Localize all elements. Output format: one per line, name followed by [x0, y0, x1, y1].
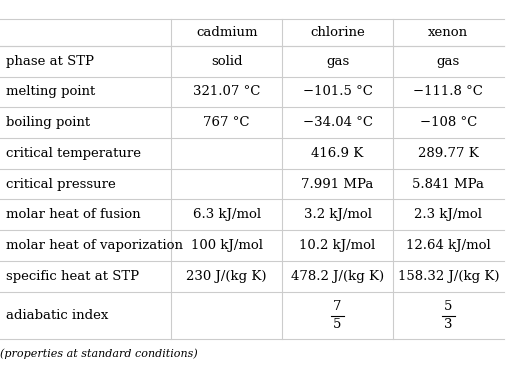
Text: 289.77 K: 289.77 K	[418, 147, 479, 160]
Text: 158.32 J/(kg K): 158.32 J/(kg K)	[398, 270, 499, 283]
Text: 5: 5	[444, 300, 453, 313]
Text: gas: gas	[437, 55, 460, 68]
Text: 416.9 K: 416.9 K	[311, 147, 364, 160]
Text: critical pressure: critical pressure	[6, 178, 116, 190]
Text: cadmium: cadmium	[196, 26, 258, 39]
Text: (properties at standard conditions): (properties at standard conditions)	[0, 349, 198, 359]
Text: −101.5 °C: −101.5 °C	[303, 86, 373, 98]
Text: 478.2 J/(kg K): 478.2 J/(kg K)	[291, 270, 384, 283]
Text: phase at STP: phase at STP	[6, 55, 94, 68]
Text: molar heat of fusion: molar heat of fusion	[6, 209, 141, 221]
Text: 3.2 kJ/mol: 3.2 kJ/mol	[304, 209, 371, 221]
Text: 767 °C: 767 °C	[203, 116, 250, 129]
Text: 7.991 MPa: 7.991 MPa	[301, 178, 374, 190]
Text: 230 J/(kg K): 230 J/(kg K)	[187, 270, 267, 283]
Text: 100 kJ/mol: 100 kJ/mol	[191, 239, 263, 252]
Text: 5.841 MPa: 5.841 MPa	[412, 178, 484, 190]
Text: gas: gas	[326, 55, 349, 68]
Text: 5: 5	[333, 318, 342, 332]
Text: 321.07 °C: 321.07 °C	[193, 86, 261, 98]
Text: specific heat at STP: specific heat at STP	[6, 270, 139, 283]
Text: boiling point: boiling point	[6, 116, 90, 129]
Text: −34.04 °C: −34.04 °C	[303, 116, 373, 129]
Text: xenon: xenon	[428, 26, 469, 39]
Text: chlorine: chlorine	[310, 26, 365, 39]
Text: 6.3 kJ/mol: 6.3 kJ/mol	[193, 209, 261, 221]
Text: solid: solid	[211, 55, 242, 68]
Text: 7: 7	[333, 300, 342, 313]
Text: critical temperature: critical temperature	[6, 147, 141, 160]
Text: adiabatic index: adiabatic index	[6, 309, 108, 322]
Text: 2.3 kJ/mol: 2.3 kJ/mol	[414, 209, 482, 221]
Text: 10.2 kJ/mol: 10.2 kJ/mol	[299, 239, 376, 252]
Text: 3: 3	[444, 318, 453, 332]
Text: molar heat of vaporization: molar heat of vaporization	[6, 239, 183, 252]
Text: 12.64 kJ/mol: 12.64 kJ/mol	[406, 239, 491, 252]
Text: −111.8 °C: −111.8 °C	[413, 86, 483, 98]
Text: melting point: melting point	[6, 86, 95, 98]
Text: −108 °C: −108 °C	[420, 116, 477, 129]
